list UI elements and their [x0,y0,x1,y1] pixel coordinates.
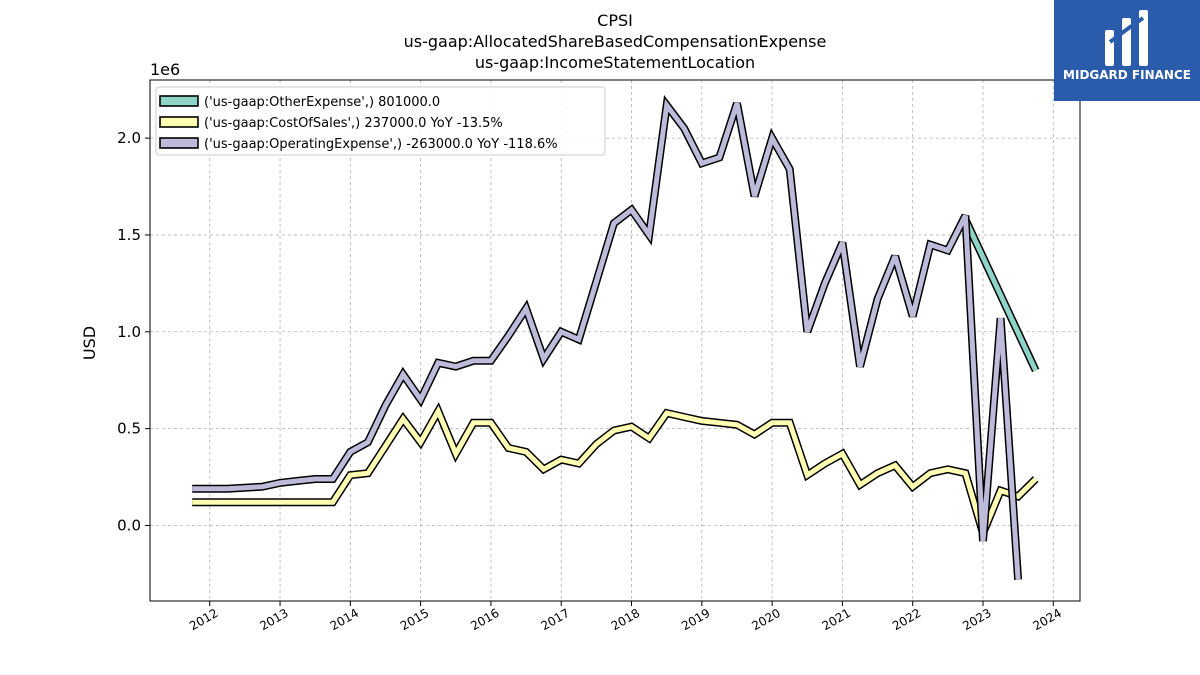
x-tick-label: 2024 [1031,606,1064,633]
x-tick-label: 2020 [749,606,782,633]
y-tick-label: 1.5 [117,226,141,244]
y-axis-label: USD [80,326,99,360]
x-tick-label: 2012 [187,606,220,633]
y-offset-label: 1e6 [150,60,180,79]
midgard-logo-icon [1105,10,1148,66]
y-tick-label: 1.0 [117,323,141,341]
chart-title-line-3: us-gaap:IncomeStatementLocation [474,53,756,72]
x-tick-label: 2019 [679,606,712,633]
brand-logo: MIDGARD FINANCE [1054,0,1200,101]
series-layer [192,95,1040,580]
legend-entry: ('us-gaap:CostOfSales',) 237000.0 YoY -1… [204,116,503,131]
x-axis: 2012 2013 2014 2015 2016 2017 2018 2019 2020 2021… [187,601,1064,633]
x-tick-label: 2014 [328,606,361,633]
x-tick-label: 2023 [960,606,993,633]
series-line [192,405,1038,535]
series-line-outline [192,95,1023,580]
x-tick-label: 2015 [398,606,431,633]
chart-title-line-2: us-gaap:AllocatedShareBasedCompensationE… [403,32,827,51]
legend: ('us-gaap:OtherExpense',) 801000.0 ('us-g… [155,86,606,156]
plot-frame [149,79,1081,602]
legend-entry: ('us-gaap:OtherExpense',) 801000.0 [204,95,440,110]
chart-title-line-1: CPSI [597,11,633,30]
series-line [192,98,1021,580]
chart-title: CPSI us-gaap:AllocatedShareBasedCompensa… [150,10,1080,73]
y-tick-label: 2.0 [117,129,141,147]
grid [150,80,1080,601]
x-tick-label: 2013 [257,606,290,633]
x-tick-label: 2018 [609,606,642,633]
series-line [963,218,1038,372]
brand-name: MIDGARD FINANCE [1063,68,1191,82]
legend-swatch [159,116,199,128]
x-tick-label: 2021 [820,606,853,633]
legend-swatch [159,95,199,107]
legend-box [155,86,606,156]
y-tick-label: 0.0 [117,516,141,534]
legend-entry: ('us-gaap:OperatingExpense',) -263000.0 … [204,137,558,152]
legend-swatch [159,137,199,149]
x-tick-label: 2022 [890,606,923,633]
y-axis: 0.0 0.5 1.0 1.5 2.0 [117,129,150,534]
x-tick-label: 2016 [468,606,501,633]
x-tick-label: 2017 [538,606,571,633]
y-tick-label: 0.5 [117,420,141,438]
